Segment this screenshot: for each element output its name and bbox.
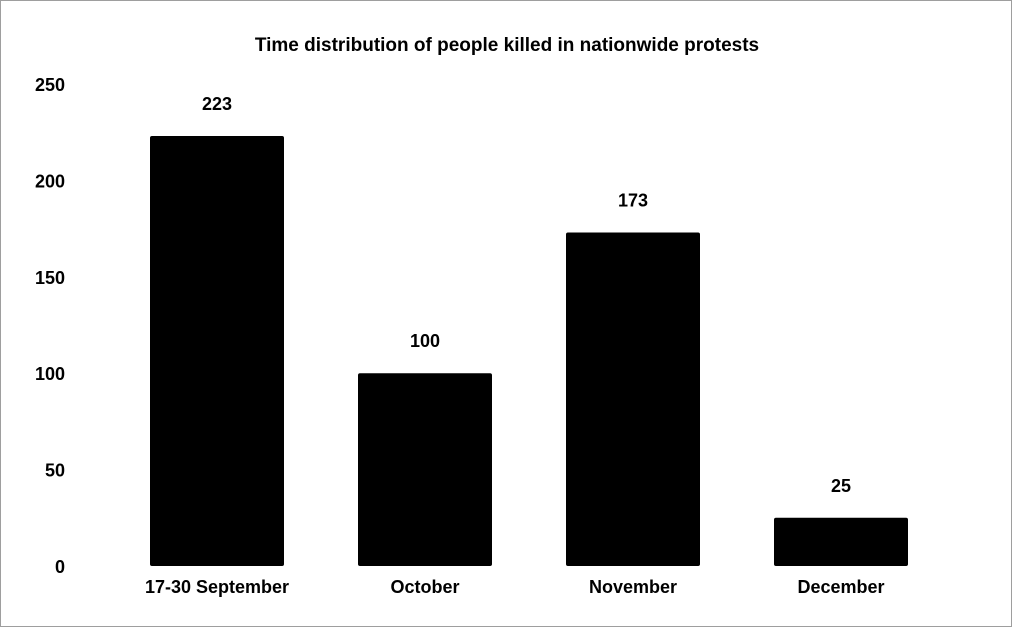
data-label: 25: [831, 476, 851, 496]
y-tick-label: 150: [35, 268, 65, 288]
bars: [150, 136, 908, 566]
chart-title: Time distribution of people killed in na…: [255, 35, 759, 56]
bar: [774, 517, 908, 566]
data-label: 100: [410, 331, 440, 351]
y-tick-label: 100: [35, 364, 65, 384]
y-tick-label: 50: [45, 461, 65, 481]
y-tick-label: 0: [55, 557, 65, 577]
bar: [358, 373, 492, 566]
x-axis-categories: 17-30 September October November December: [145, 577, 885, 597]
y-axis-ticks: 0 50 100 150 200 250: [35, 75, 65, 577]
data-label: 223: [202, 94, 232, 114]
category-label: November: [589, 577, 677, 597]
category-label: 17-30 September: [145, 577, 289, 597]
data-label: 173: [618, 190, 648, 210]
bar: [150, 136, 284, 566]
category-label: December: [797, 577, 884, 597]
y-tick-label: 250: [35, 75, 65, 95]
category-label: October: [390, 577, 459, 597]
data-labels: 223 100 173 25: [202, 94, 851, 496]
bar: [566, 232, 700, 566]
y-tick-label: 200: [35, 171, 65, 191]
